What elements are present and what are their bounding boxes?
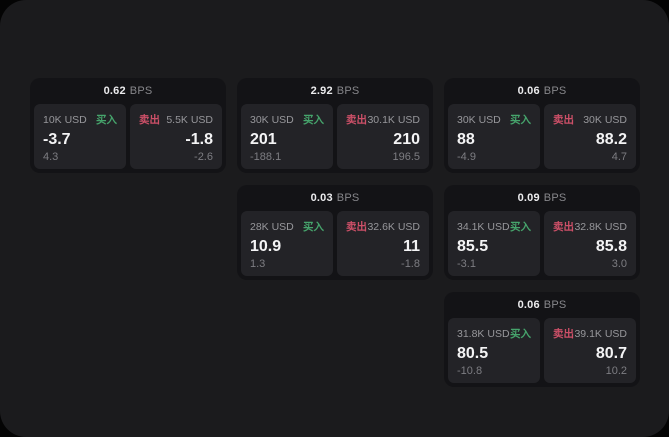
quote-panels: 10K USD 买入 -3.7 4.3 卖出 5.5K USD -1.8 -2.… xyxy=(30,104,226,173)
buy-quote-tile[interactable]: 30K USD 买入 201 -188.1 xyxy=(241,104,333,169)
bps-header: 0.62 BPS xyxy=(30,78,226,104)
sell-sub-value: -1.8 xyxy=(401,258,420,270)
sell-quote-tile[interactable]: 卖出 32.6K USD 11 -1.8 xyxy=(337,211,429,276)
bps-unit: BPS xyxy=(336,85,360,97)
bps-unit: BPS xyxy=(129,85,153,97)
sell-size-label: 39.1K USD xyxy=(574,327,627,340)
sell-size-label: 32.8K USD xyxy=(574,220,627,233)
buy-quote-tile[interactable]: 10K USD 买入 -3.7 4.3 xyxy=(34,104,126,169)
bps-header: 2.92 BPS xyxy=(237,78,433,104)
sell-size-label: 32.6K USD xyxy=(367,220,420,233)
buy-price: 80.5 xyxy=(457,345,489,362)
buy-tag: 买入 xyxy=(303,221,324,233)
sell-size-label: 30K USD xyxy=(583,113,627,126)
buy-size-label: 28K USD xyxy=(250,220,294,233)
buy-size-label: 30K USD xyxy=(250,113,294,126)
buy-size-label: 34.1K USD xyxy=(457,220,510,233)
sell-price: 85.8 xyxy=(595,238,627,255)
spread-card: 0.09 BPS 34.1K USD 买入 85.5 -3.1 卖出 32.8K… xyxy=(444,185,640,280)
buy-sub-value: -3.1 xyxy=(457,258,476,270)
sell-quote-tile[interactable]: 卖出 30.1K USD 210 196.5 xyxy=(337,104,429,169)
buy-quote-tile[interactable]: 30K USD 买入 88 -4.9 xyxy=(448,104,540,169)
sell-tag: 卖出 xyxy=(346,114,367,126)
sell-sub-value: -2.6 xyxy=(194,151,213,163)
quote-panels: 34.1K USD 买入 85.5 -3.1 卖出 32.8K USD 85.8… xyxy=(444,211,640,280)
buy-quote-tile[interactable]: 31.8K USD 买入 80.5 -10.8 xyxy=(448,318,540,383)
buy-price: 85.5 xyxy=(457,238,489,255)
buy-price: 201 xyxy=(250,131,277,148)
buy-quote-tile[interactable]: 34.1K USD 买入 85.5 -3.1 xyxy=(448,211,540,276)
sell-quote-tile[interactable]: 卖出 32.8K USD 85.8 3.0 xyxy=(544,211,636,276)
buy-size-label: 10K USD xyxy=(43,113,87,126)
buy-size-label: 30K USD xyxy=(457,113,501,126)
sell-size-label: 30.1K USD xyxy=(367,113,420,126)
quote-panels: 31.8K USD 买入 80.5 -10.8 卖出 39.1K USD 80.… xyxy=(444,318,640,387)
buy-sub-value: -188.1 xyxy=(250,151,282,163)
buy-sub-value: 1.3 xyxy=(250,258,266,270)
sell-quote-tile[interactable]: 卖出 5.5K USD -1.8 -2.6 xyxy=(130,104,222,169)
sell-sub-value: 196.5 xyxy=(392,151,420,163)
buy-tag: 买入 xyxy=(303,114,324,126)
buy-price: -3.7 xyxy=(43,131,71,148)
spread-card: 0.62 BPS 10K USD 买入 -3.7 4.3 卖出 5.5K USD xyxy=(30,78,226,173)
bps-value: 0.03 xyxy=(310,192,333,204)
buy-quote-tile[interactable]: 28K USD 买入 10.9 1.3 xyxy=(241,211,333,276)
bps-header: 0.03 BPS xyxy=(237,185,433,211)
buy-sub-value: -4.9 xyxy=(457,151,476,163)
sell-sub-value: 4.7 xyxy=(611,151,627,163)
bps-value: 0.62 xyxy=(103,85,126,97)
quote-panels: 30K USD 买入 201 -188.1 卖出 30.1K USD 210 1… xyxy=(237,104,433,173)
sell-tag: 卖出 xyxy=(553,221,574,233)
buy-size-label: 31.8K USD xyxy=(457,327,510,340)
buy-sub-value: -10.8 xyxy=(457,365,483,377)
sell-sub-value: 3.0 xyxy=(611,258,627,270)
bps-value: 0.06 xyxy=(517,85,540,97)
bps-unit: BPS xyxy=(336,192,360,204)
sell-price: 80.7 xyxy=(595,345,627,362)
sell-price: 11 xyxy=(403,238,420,255)
buy-tag: 买入 xyxy=(510,328,531,340)
bps-value: 0.09 xyxy=(517,192,540,204)
bps-value: 0.06 xyxy=(517,299,540,311)
spread-card: 0.03 BPS 28K USD 买入 10.9 1.3 卖出 32.6K US… xyxy=(237,185,433,280)
bps-unit: BPS xyxy=(543,299,567,311)
buy-price: 88 xyxy=(457,131,475,148)
sell-price: 210 xyxy=(393,131,420,148)
spread-card: 0.06 BPS 30K USD 买入 88 -4.9 卖出 30K USD xyxy=(444,78,640,173)
sell-quote-tile[interactable]: 卖出 30K USD 88.2 4.7 xyxy=(544,104,636,169)
buy-price: 10.9 xyxy=(250,238,282,255)
bps-unit: BPS xyxy=(543,85,567,97)
sell-tag: 卖出 xyxy=(346,221,367,233)
bps-value: 2.92 xyxy=(310,85,333,97)
sell-tag: 卖出 xyxy=(553,328,574,340)
buy-tag: 买入 xyxy=(510,221,531,233)
sell-tag: 卖出 xyxy=(139,114,160,126)
sell-sub-value: 10.2 xyxy=(605,365,627,377)
buy-sub-value: 4.3 xyxy=(43,151,59,163)
sell-tag: 卖出 xyxy=(553,114,574,126)
bps-header: 0.06 BPS xyxy=(444,78,640,104)
spread-cards-grid: 0.62 BPS 10K USD 买入 -3.7 4.3 卖出 5.5K USD xyxy=(30,78,640,387)
quote-panels: 30K USD 买入 88 -4.9 卖出 30K USD 88.2 4.7 xyxy=(444,104,640,173)
sell-price: 88.2 xyxy=(595,131,627,148)
buy-tag: 买入 xyxy=(96,114,117,126)
sell-size-label: 5.5K USD xyxy=(166,113,213,126)
spread-card: 0.06 BPS 31.8K USD 买入 80.5 -10.8 卖出 39.1… xyxy=(444,292,640,387)
sell-quote-tile[interactable]: 卖出 39.1K USD 80.7 10.2 xyxy=(544,318,636,383)
bps-header: 0.06 BPS xyxy=(444,292,640,318)
bps-unit: BPS xyxy=(543,192,567,204)
sell-price: -1.8 xyxy=(185,131,213,148)
buy-tag: 买入 xyxy=(510,114,531,126)
spread-card: 2.92 BPS 30K USD 买入 201 -188.1 卖出 30.1K … xyxy=(237,78,433,173)
quote-panels: 28K USD 买入 10.9 1.3 卖出 32.6K USD 11 -1.8 xyxy=(237,211,433,280)
bps-header: 0.09 BPS xyxy=(444,185,640,211)
